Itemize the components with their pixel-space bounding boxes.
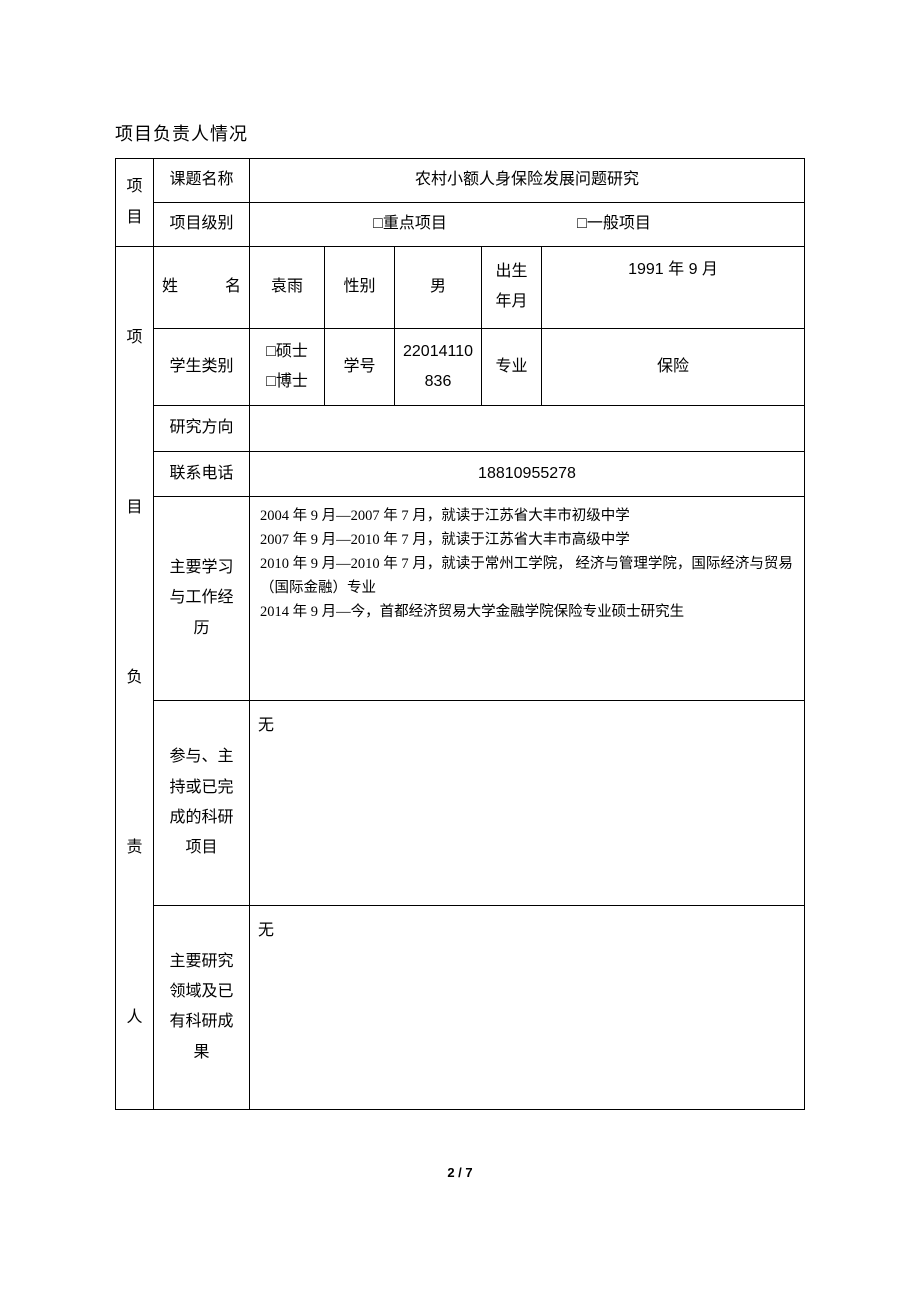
topic-value: 农村小额人身保险发展问题研究 [250,159,805,203]
level-cell: □重点项目 □一般项目 [250,203,805,247]
major-label: 专业 [482,328,542,405]
project-vheader-text: 项目 [124,172,145,233]
level-label: 项目级别 [154,203,250,247]
research-dir-label: 研究方向 [154,406,250,451]
name-label-a: 姓 [162,272,178,302]
stutype-opt-phd[interactable]: □博士 [266,373,308,390]
participation-label: 参与、主 持或已完 成的科研 项目 [154,701,250,905]
person-vertical-header: 项目负责人 [116,247,154,1110]
research-dir-value [250,406,805,451]
phone-label: 联系电话 [154,451,250,496]
name-label: 姓 名 [154,247,250,329]
name-value: 袁雨 [250,247,325,329]
gender-label: 性别 [325,247,395,329]
stuid-value: 22014110836 [395,328,482,405]
stuid-label: 学号 [325,328,395,405]
name-label-b: 名 [225,272,241,302]
stutype-value: □硕士 □博士 [250,328,325,405]
topic-label: 课题名称 [154,159,250,203]
stutype-label: 学生类别 [154,328,250,405]
achievements-value: 无 [250,905,805,1109]
stutype-opt-master[interactable]: □硕士 [266,343,308,360]
history-label: 主要学习 与工作经 历 [154,496,250,700]
history-value: 2004 年 9 月—2007 年 7 月，就读于江苏省大丰市初级中学 2007… [250,496,805,700]
major-value: 保险 [542,328,805,405]
page-number: 2 / 7 [115,1165,805,1180]
project-vertical-header: 项目 [116,159,154,247]
participation-value: 无 [250,701,805,905]
achievements-label: 主要研究 领域及已 有科研成 果 [154,905,250,1109]
level-opt-key[interactable]: □重点项目 [373,209,447,239]
form-table: 项目 课题名称 农村小额人身保险发展问题研究 项目级别 □重点项目 □一般项目 … [115,158,805,1110]
birth-value: 1991 年 9 月 [542,247,805,329]
section-title: 项目负责人情况 [115,120,805,146]
level-opt-general[interactable]: □一般项目 [577,209,651,239]
gender-value: 男 [395,247,482,329]
birth-label: 出生年月 [482,247,542,329]
phone-value: 18810955278 [250,451,805,496]
